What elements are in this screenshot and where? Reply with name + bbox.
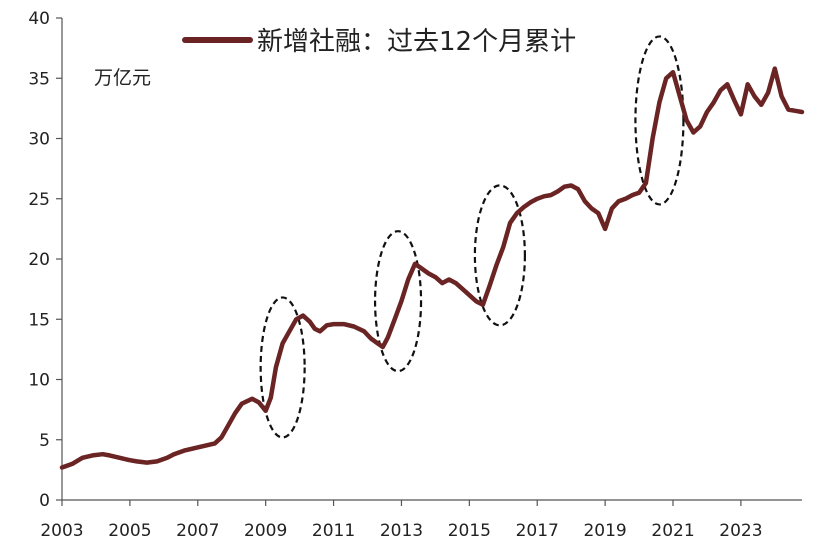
y-tick-label: 20	[28, 250, 50, 270]
x-tick-label: 2007	[176, 521, 219, 541]
unit-label: 万亿元	[94, 67, 151, 89]
x-tick-label: 2009	[244, 521, 287, 541]
x-tick-label: 2023	[719, 521, 762, 541]
x-tick-label: 2003	[40, 521, 83, 541]
legend: 新增社融：过去12个月累计	[182, 27, 576, 57]
series-line	[59, 66, 805, 470]
axes: 0 5 10 15 20 25 30 35 40 2003 2005 2007 2009 2011 2013…	[28, 9, 802, 541]
y-tick-label: 40	[28, 9, 50, 29]
x-tick-label: 2005	[108, 521, 151, 541]
x-tick-label: 2019	[583, 521, 626, 541]
series-group	[59, 66, 805, 470]
y-tick-label: 35	[28, 69, 50, 89]
y-tick-label: 30	[28, 130, 50, 150]
y-tick-label: 10	[28, 371, 50, 391]
x-tick-label: 2021	[651, 521, 694, 541]
x-tick-label: 2017	[516, 521, 559, 541]
highlight-ellipse	[259, 296, 306, 439]
legend-label: 新增社融：过去12个月累计	[257, 27, 576, 57]
y-tick-label: 5	[39, 431, 50, 451]
x-tick-label: 2015	[448, 521, 491, 541]
highlight-ellipse	[373, 230, 423, 373]
y-tick-label: 25	[28, 190, 50, 210]
highlight-ellipses	[259, 35, 685, 439]
y-tick-label: 15	[28, 310, 50, 330]
x-tick-label: 2013	[380, 521, 423, 541]
x-tick-label: 2011	[312, 521, 355, 541]
highlight-ellipse	[634, 35, 685, 206]
highlight-ellipse	[473, 184, 526, 327]
y-tick-label: 0	[39, 491, 50, 511]
